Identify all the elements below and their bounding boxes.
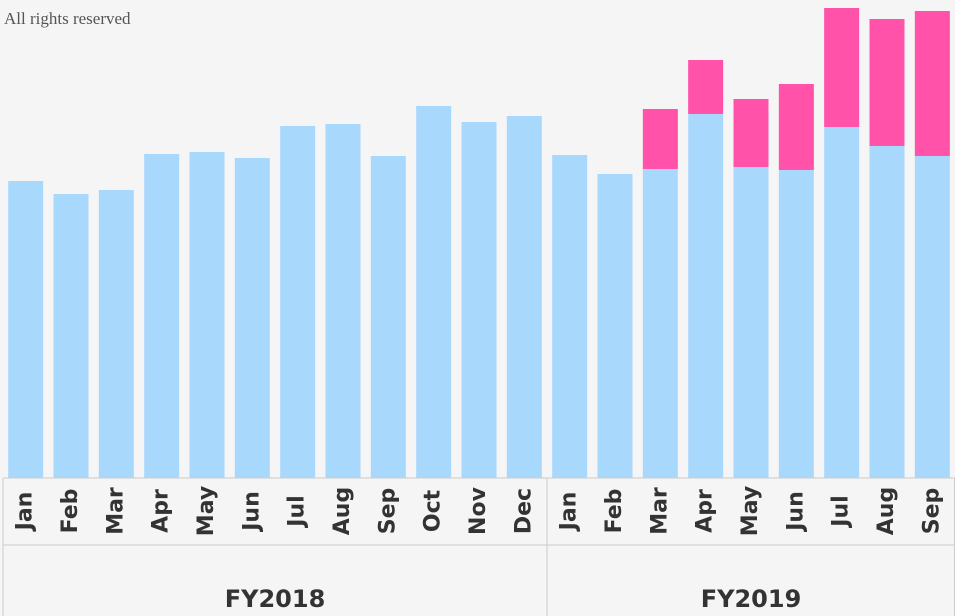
- bar-segment: [733, 99, 769, 167]
- bar-segment: [778, 170, 814, 478]
- bar-segment: [869, 146, 905, 478]
- group-label: FY2019: [701, 585, 802, 613]
- x-tick-label: Jun: [239, 491, 264, 533]
- x-tick-label: Jul: [285, 495, 310, 528]
- bar-segment: [778, 84, 814, 170]
- x-tick-label: Nov: [466, 486, 491, 535]
- group-label: FY2018: [225, 585, 326, 613]
- x-tick-label: Jan: [557, 492, 582, 533]
- x-tick-label: Feb: [58, 489, 83, 534]
- bar-segment: [98, 190, 134, 478]
- bar-segment: [461, 122, 497, 478]
- bar-segment: [824, 127, 860, 478]
- bar-segment: [8, 181, 44, 478]
- bar-segment: [506, 116, 542, 478]
- note: All rights reserved: [4, 9, 131, 28]
- bar-segment: [325, 124, 361, 478]
- x-tick-label: May: [194, 486, 219, 536]
- x-tick-label: Feb: [602, 489, 627, 534]
- x-tick-label: Jul: [829, 495, 854, 528]
- x-tick-label: Apr: [149, 489, 174, 533]
- bar-segment: [733, 167, 769, 478]
- x-tick-label: Apr: [693, 489, 718, 533]
- bar-segment: [869, 19, 905, 146]
- bar-segment: [642, 109, 678, 169]
- bar-segment: [416, 106, 452, 478]
- x-tick-label: Jan: [13, 492, 38, 533]
- bar-segment: [53, 194, 89, 478]
- x-tick-label: Aug: [874, 487, 899, 535]
- bar-segment: [280, 126, 316, 478]
- bar-segment: [824, 8, 860, 127]
- x-tick-label: Mar: [647, 487, 672, 535]
- bar-segment: [914, 11, 950, 156]
- bar-segment: [552, 155, 588, 478]
- x-tick-label: Oct: [421, 489, 446, 532]
- bar-segment: [370, 156, 406, 478]
- x-tick-label: Mar: [103, 487, 128, 535]
- x-tick-label: May: [738, 486, 763, 536]
- x-tick-label: Aug: [330, 487, 355, 535]
- bar-segment: [144, 154, 180, 478]
- x-tick-label: Sep: [919, 488, 944, 535]
- bar-segment: [642, 169, 678, 478]
- x-tick-label: Dec: [511, 488, 536, 534]
- bar-segment: [234, 158, 270, 478]
- x-tick-label: Sep: [375, 488, 400, 535]
- bar-segment: [597, 174, 633, 478]
- bar-segment: [189, 152, 225, 478]
- bar-segment: [914, 156, 950, 478]
- x-tick-label: Jun: [783, 491, 808, 533]
- bar-segment: [688, 60, 724, 114]
- bar-segment: [688, 114, 724, 478]
